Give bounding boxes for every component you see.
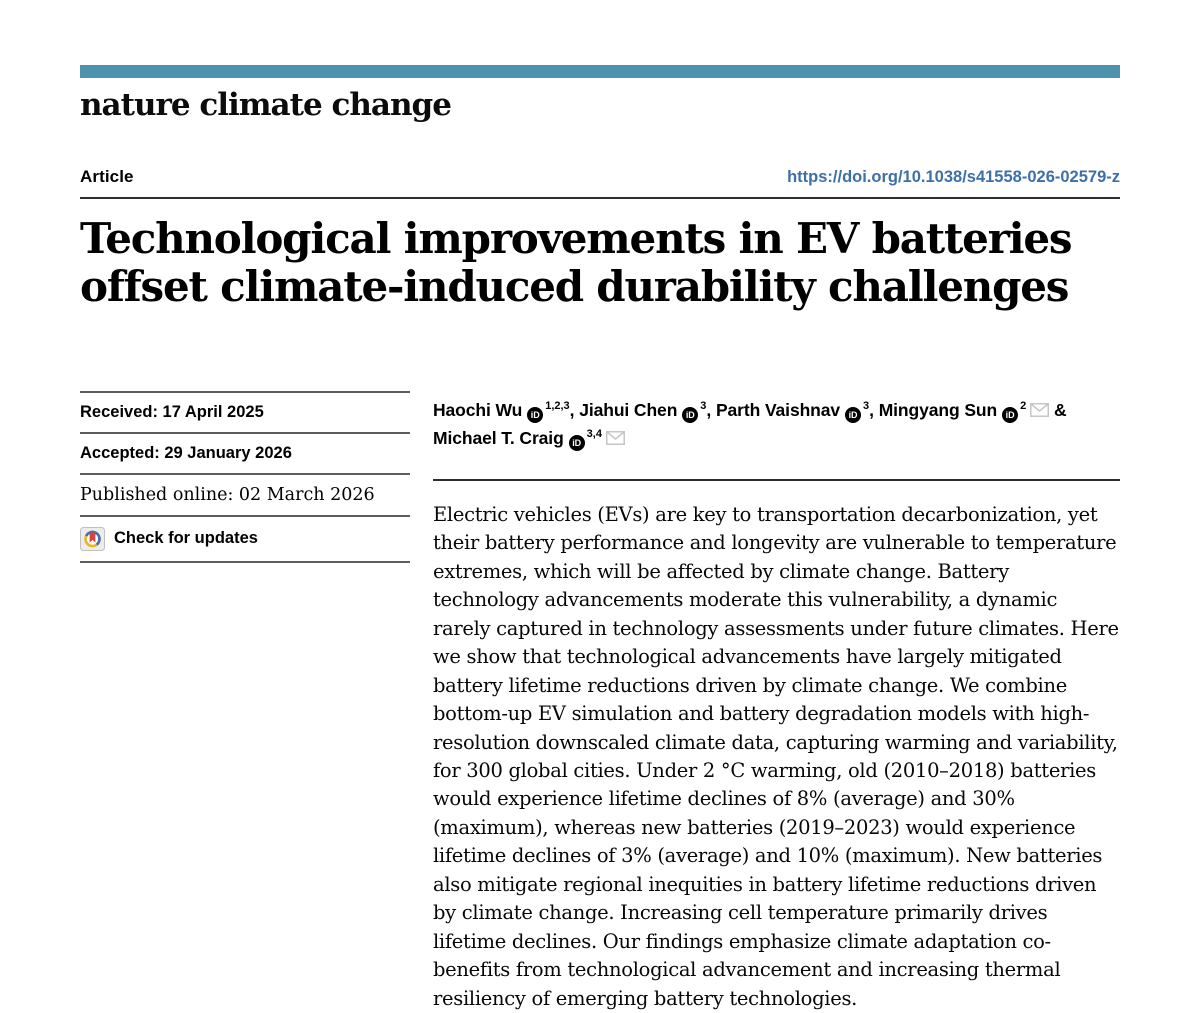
crossmark-icon bbox=[80, 526, 105, 551]
article-history-column: Received: 17 April 2025 Accepted: 29 Jan… bbox=[80, 390, 410, 1013]
article-header-row: Article https://doi.org/10.1038/s41558-0… bbox=[80, 167, 1120, 199]
author-separator: , bbox=[869, 399, 879, 420]
author-name: Parth Vaishnav bbox=[715, 399, 841, 420]
orcid-icon[interactable]: iD bbox=[845, 406, 862, 423]
author-name: Jiahui Chen bbox=[579, 399, 678, 420]
author-separator: & bbox=[1049, 399, 1067, 420]
abstract-divider bbox=[433, 478, 1120, 481]
accepted-date: Accepted: 29 January 2026 bbox=[80, 431, 410, 473]
journal-logo: nature climate change bbox=[80, 87, 452, 123]
author-affiliation-sup: 1,2,3 bbox=[545, 399, 570, 412]
doi-link[interactable]: https://doi.org/10.1038/s41558-026-02579… bbox=[787, 168, 1120, 186]
orcid-icon[interactable]: iD bbox=[1002, 406, 1019, 423]
email-icon[interactable] bbox=[605, 430, 625, 445]
article-meta-columns: Received: 17 April 2025 Accepted: 29 Jan… bbox=[80, 390, 1120, 1013]
author-affiliation-sup: 3 bbox=[863, 399, 870, 412]
orcid-icon[interactable]: iD bbox=[527, 406, 544, 423]
journal-brand-bar bbox=[80, 65, 1120, 78]
published-date: Published online: 02 March 2026 bbox=[80, 472, 410, 515]
author-affiliation-sup: 3,4 bbox=[586, 427, 602, 440]
article-title-line2: offset climate-induced durability challe… bbox=[80, 261, 1069, 311]
check-for-updates-label: Check for updates bbox=[114, 529, 258, 548]
email-icon[interactable] bbox=[1030, 402, 1050, 417]
author-name: Mingyang Sun bbox=[878, 399, 998, 420]
article-page: nature climate change Article https://do… bbox=[80, 0, 1120, 1013]
received-date: Received: 17 April 2025 bbox=[80, 390, 410, 432]
author-separator: , bbox=[569, 399, 580, 420]
check-for-updates-button[interactable]: Check for updates bbox=[80, 514, 410, 563]
article-type-label: Article bbox=[80, 167, 134, 186]
article-title-line1: Technological improvements in EV batteri… bbox=[80, 214, 1073, 263]
author: Parth Vaishnav iD3 bbox=[715, 399, 870, 423]
author: Jiahui Chen iD3 bbox=[579, 399, 707, 423]
abstract-text: Electric vehicles (EVs) are key to trans… bbox=[433, 502, 1119, 1010]
author: Michael T. Craig iD3,4 bbox=[433, 427, 625, 451]
orcid-icon[interactable]: iD bbox=[682, 406, 699, 423]
orcid-icon[interactable]: iD bbox=[568, 434, 585, 451]
article-summary-column: Haochi Wu iD1,2,3, Jiahui Chen iD3, Parth … bbox=[433, 391, 1120, 1013]
author: Haochi Wu iD1,2,3 bbox=[433, 399, 570, 423]
authors-line: Haochi Wu iD1,2,3, Jiahui Chen iD3, Parth … bbox=[433, 396, 1120, 452]
author-separator: , bbox=[706, 399, 716, 420]
author-name: Haochi Wu bbox=[433, 399, 523, 420]
author-affiliation-sup: 3 bbox=[700, 399, 707, 412]
author-name: Michael T. Craig bbox=[433, 427, 564, 448]
author-affiliation-sup: 2 bbox=[1020, 399, 1027, 412]
article-title: Technological improvements in EV batteri… bbox=[80, 215, 1120, 311]
author: Mingyang Sun iD2 bbox=[878, 399, 1050, 423]
